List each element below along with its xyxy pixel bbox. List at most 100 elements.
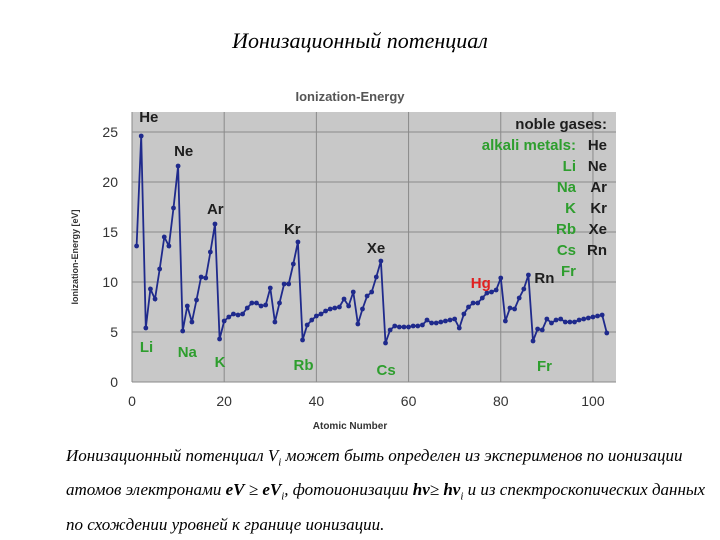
caption-sub-i2: i bbox=[281, 490, 285, 503]
data-point bbox=[157, 266, 163, 272]
x-tick-label: 80 bbox=[493, 393, 509, 409]
caption-text-1: Ионизационный потенциал bbox=[66, 446, 268, 465]
data-point bbox=[572, 319, 577, 325]
legend-alkali-fr: Fr bbox=[561, 263, 576, 280]
annotation-fr: Fr bbox=[537, 358, 552, 375]
data-point bbox=[337, 304, 342, 310]
data-point bbox=[558, 316, 564, 322]
legend-alkali-cs: Cs bbox=[557, 242, 576, 259]
data-point bbox=[447, 317, 453, 323]
annotation-li: Li bbox=[140, 339, 153, 356]
annotation-kr: Kr bbox=[284, 221, 301, 238]
data-point bbox=[148, 286, 153, 292]
annotation-ne: Ne bbox=[174, 143, 193, 160]
data-point bbox=[198, 274, 204, 280]
data-point bbox=[318, 311, 324, 317]
annotation-hg: Hg bbox=[471, 275, 491, 292]
data-point bbox=[373, 274, 379, 280]
data-point bbox=[184, 303, 190, 309]
legend-alkali-rb: Rb bbox=[556, 221, 576, 238]
data-point bbox=[539, 327, 545, 333]
data-point bbox=[406, 324, 411, 330]
data-point bbox=[452, 316, 458, 322]
x-axis-label: Atomic Number bbox=[313, 421, 388, 432]
data-point bbox=[456, 325, 462, 331]
data-point bbox=[479, 295, 485, 301]
data-point bbox=[470, 300, 476, 306]
annotation-he: He bbox=[139, 109, 158, 126]
legend-noble-he: He bbox=[588, 137, 607, 154]
data-point bbox=[360, 306, 365, 312]
legend-alkali-li: Li bbox=[563, 158, 576, 175]
x-tick-label: 40 bbox=[309, 393, 325, 409]
caption-symbol-ev: eV bbox=[225, 480, 245, 500]
legend-noble-ar: Ar bbox=[590, 179, 607, 196]
data-point bbox=[461, 311, 467, 317]
data-point bbox=[369, 289, 375, 295]
data-point bbox=[350, 289, 356, 295]
data-point bbox=[567, 319, 573, 325]
x-tick-label: 100 bbox=[581, 393, 605, 409]
data-point bbox=[576, 317, 582, 323]
data-point bbox=[277, 300, 282, 306]
annotation-cs: Cs bbox=[377, 362, 396, 379]
data-point bbox=[263, 302, 269, 308]
data-point bbox=[475, 300, 481, 306]
data-point bbox=[599, 312, 605, 318]
caption-text-3: , фотоионизации bbox=[284, 480, 413, 500]
data-point bbox=[244, 305, 250, 311]
caption-sub-i: i bbox=[278, 456, 282, 469]
caption-ge-2: ≥ bbox=[429, 480, 444, 500]
data-point bbox=[415, 323, 421, 329]
data-point bbox=[553, 317, 559, 323]
data-point bbox=[134, 243, 140, 249]
data-point bbox=[530, 338, 536, 344]
data-point bbox=[207, 249, 213, 255]
data-point bbox=[281, 281, 287, 287]
data-point bbox=[212, 221, 218, 227]
annotation-k: K bbox=[215, 354, 226, 371]
x-tick-label: 60 bbox=[401, 393, 417, 409]
data-point bbox=[166, 243, 172, 249]
data-point bbox=[286, 281, 292, 287]
data-point bbox=[383, 340, 388, 346]
legend-alkali-na: Na bbox=[557, 179, 577, 196]
data-point bbox=[443, 318, 448, 324]
y-tick-label: 10 bbox=[102, 274, 118, 290]
data-point bbox=[433, 320, 439, 326]
data-point bbox=[378, 258, 384, 264]
element-annotations: He Ne Ar Kr Xe Rn Hg Li Na K Rb Cs Fr bbox=[139, 109, 554, 379]
data-point bbox=[231, 311, 236, 317]
data-point bbox=[217, 336, 222, 342]
data-point bbox=[484, 290, 490, 296]
data-point bbox=[235, 312, 241, 318]
x-tick-label: 20 bbox=[216, 393, 232, 409]
caption-symbol-evi: eV bbox=[262, 480, 282, 500]
legend-noble-ne: Ne bbox=[588, 158, 607, 175]
annotation-rn: Rn bbox=[534, 270, 554, 287]
data-point bbox=[387, 327, 393, 333]
data-point bbox=[143, 325, 149, 331]
ionization-energy-chart: Ionization-Energy 0 5 10 15 20 25 0 20 40 60 80 10… bbox=[70, 89, 616, 432]
data-point bbox=[355, 321, 361, 327]
data-point bbox=[516, 295, 522, 301]
data-point bbox=[161, 234, 167, 240]
data-point bbox=[221, 318, 227, 324]
data-point bbox=[562, 319, 568, 325]
data-point bbox=[364, 293, 370, 299]
annotation-ar: Ar bbox=[207, 201, 224, 218]
data-point bbox=[254, 300, 259, 306]
data-point bbox=[300, 337, 305, 343]
caption-text-4: и из спектроскопических данных по схожде… bbox=[66, 480, 705, 534]
data-point bbox=[267, 285, 273, 291]
x-axis-ticks: 0 20 40 60 80 100 bbox=[128, 393, 605, 409]
data-point bbox=[429, 320, 435, 326]
data-point bbox=[493, 287, 499, 293]
data-point bbox=[396, 324, 402, 330]
data-point bbox=[549, 320, 554, 326]
data-point bbox=[410, 323, 416, 329]
legend: noble gases: alkali metals: He Ne Ar Kr Xe Rn… bbox=[482, 116, 607, 280]
data-point bbox=[595, 313, 600, 319]
y-tick-label: 0 bbox=[110, 374, 118, 390]
data-point bbox=[466, 304, 471, 310]
